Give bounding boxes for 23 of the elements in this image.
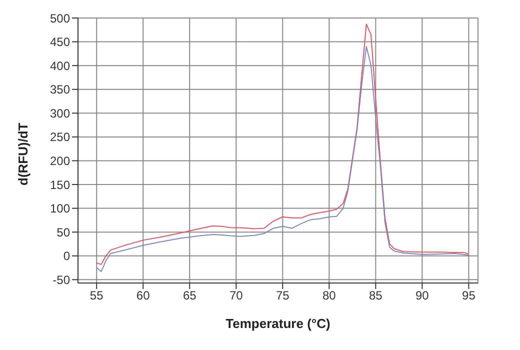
- y-tick-label: 500: [50, 11, 70, 26]
- y-tick-label: 100: [50, 202, 70, 216]
- y-tick-label: 450: [50, 35, 70, 50]
- y-tick-label: -50: [52, 272, 70, 287]
- x-tick-label: 90: [416, 288, 430, 303]
- x-tick-label: 75: [276, 288, 290, 303]
- x-tick-label: 55: [90, 288, 104, 303]
- y-tick-label: 350: [50, 82, 70, 97]
- x-tick-label: 65: [182, 288, 197, 303]
- x-tick-label: 80: [322, 288, 336, 303]
- y-tick-label: 200: [50, 154, 70, 168]
- x-tick-label: 70: [229, 288, 244, 303]
- x-axis-title: Temperature (°C): [226, 316, 330, 331]
- x-tick-label: 95: [462, 288, 476, 303]
- y-tick-label: 400: [50, 58, 70, 73]
- y-tick-label: 0: [63, 249, 70, 264]
- x-tick-label: 60: [136, 288, 150, 303]
- x-tick-label: 85: [368, 288, 383, 303]
- y-axis-title: d(RFU)/dT: [16, 122, 31, 186]
- y-tick-label: 250: [50, 130, 70, 144]
- y-tick-label: 300: [50, 106, 70, 120]
- y-tick-label: 50: [56, 225, 70, 240]
- y-tick-label: 150: [50, 178, 70, 192]
